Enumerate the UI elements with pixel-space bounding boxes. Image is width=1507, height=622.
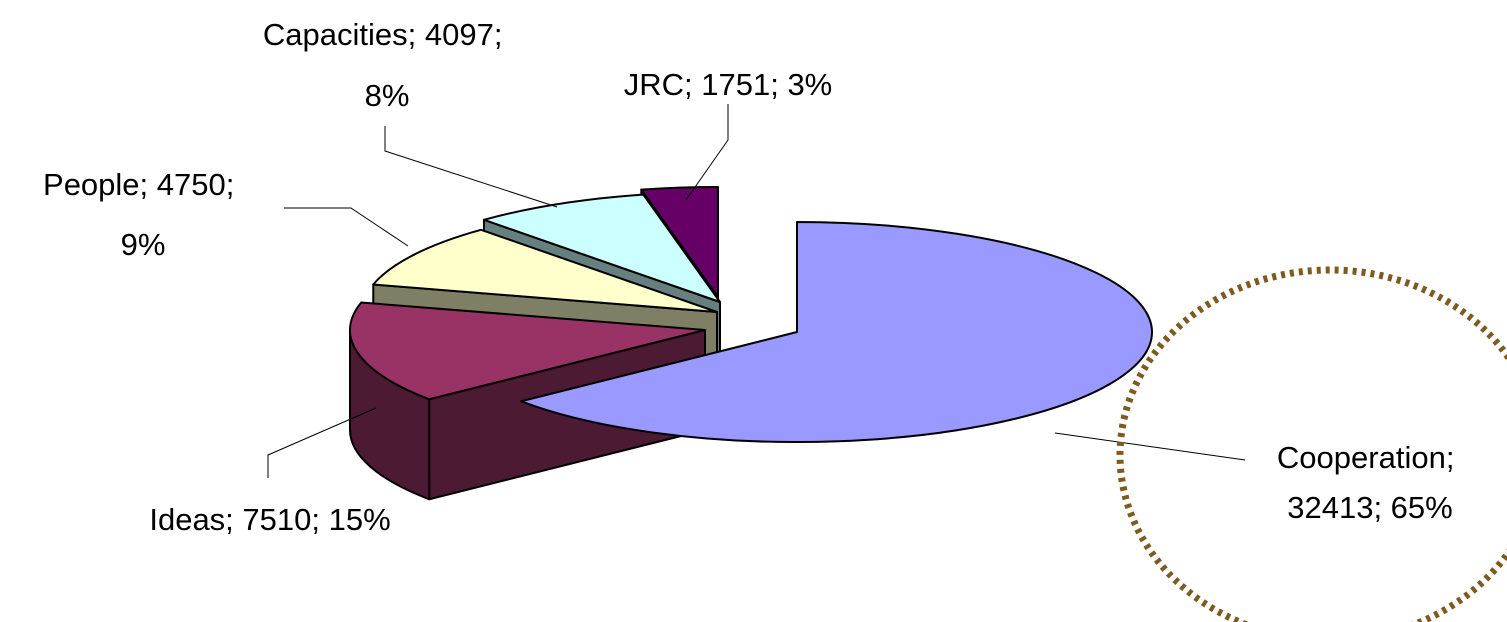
slice-top-capacities xyxy=(482,193,721,303)
leader-line-jrc xyxy=(685,104,729,201)
leader-line-cooperation xyxy=(1054,432,1246,461)
leader-line-people xyxy=(284,207,409,247)
slice-cooperation xyxy=(520,221,1153,443)
data-label-capacities: Capacities; 4097; 8% xyxy=(263,17,511,113)
slices-layer xyxy=(349,186,1153,501)
leader-line-capacities xyxy=(384,126,558,208)
leader-line-ideas xyxy=(267,407,377,478)
data-label-people: People; 4750; 9% xyxy=(43,167,243,262)
slice-top-people xyxy=(372,228,718,313)
slice-top-ideas xyxy=(349,301,706,401)
slice-top-jrc xyxy=(640,186,719,298)
data-label-jrc: JRC; 1751; 3% xyxy=(624,67,833,102)
slice-top-cooperation xyxy=(520,221,1153,443)
data-label-cooperation: Cooperation; 32413; 65% xyxy=(1277,440,1463,525)
leader-lines xyxy=(267,104,1246,478)
data-labels: Cooperation; 32413; 65% Ideas; 7510; 15%… xyxy=(43,17,1463,537)
data-label-ideas: Ideas; 7510; 15% xyxy=(149,502,390,537)
